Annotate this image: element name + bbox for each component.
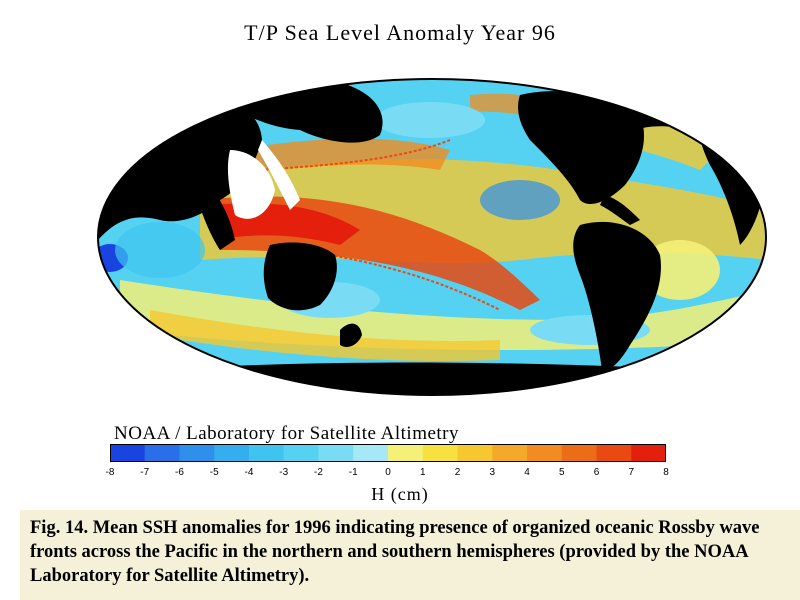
colorbar-swatch <box>561 444 597 462</box>
colorbar-tick-label: -6 <box>175 467 184 478</box>
colorbar-swatch <box>110 444 146 462</box>
colorbar-tick-label: 4 <box>524 467 530 478</box>
colorbar-swatch <box>631 444 666 462</box>
ocean-field <box>98 79 766 395</box>
figure-caption: Fig. 14. Mean SSH anomalies for 1996 ind… <box>20 510 800 600</box>
colorbar-tick-label: 7 <box>628 467 635 478</box>
colorbar-swatch <box>596 444 632 462</box>
colorbar-tick-label: -7 <box>140 467 150 478</box>
colorbar-swatch <box>422 444 458 462</box>
colorbar-swatch <box>283 444 319 462</box>
colorbar-tick-label: 8 <box>663 467 669 478</box>
colorbar-swatch <box>457 444 493 462</box>
colorbar-tick-label: 1 <box>419 467 426 478</box>
colorbar-swatch <box>144 444 180 462</box>
colorbar <box>110 444 666 462</box>
map-title: T/P Sea Level Anomaly Year 96 <box>244 20 556 45</box>
colorbar-swatch <box>249 444 285 462</box>
colorbar-unit-label: H (cm) <box>371 484 429 504</box>
credit-label: NOAA / Laboratory for Satellite Altimetr… <box>114 423 460 444</box>
colorbar-tick-label: -2 <box>314 467 323 478</box>
colorbar-swatch <box>179 444 215 462</box>
colorbar-tick-label: -3 <box>279 467 289 478</box>
colorbar-swatch <box>492 444 528 462</box>
colorbar-tick-label: 0 <box>385 467 391 478</box>
colorbar-swatch <box>388 444 424 462</box>
colorbar-tick-label: 6 <box>593 467 600 478</box>
colorbar-tick-label: -4 <box>244 467 254 478</box>
colorbar-swatch <box>527 444 563 462</box>
colorbar-tick-label: 2 <box>454 467 461 478</box>
caption-text: Fig. 14. Mean SSH anomalies for 1996 ind… <box>30 518 760 586</box>
colorbar-tick-label: -8 <box>105 467 115 478</box>
colorbar-tick-label: -1 <box>348 467 358 478</box>
colorbar-swatch <box>214 444 250 462</box>
sea-level-anomaly-map <box>97 78 767 396</box>
colorbar-tick-label: -5 <box>209 467 219 478</box>
colorbar-tick-label: 3 <box>489 467 496 478</box>
colorbar-tick-label: 5 <box>558 467 565 478</box>
colorbar-swatch <box>318 444 354 462</box>
colorbar-swatch <box>353 444 389 462</box>
colorbar-border <box>110 444 666 462</box>
